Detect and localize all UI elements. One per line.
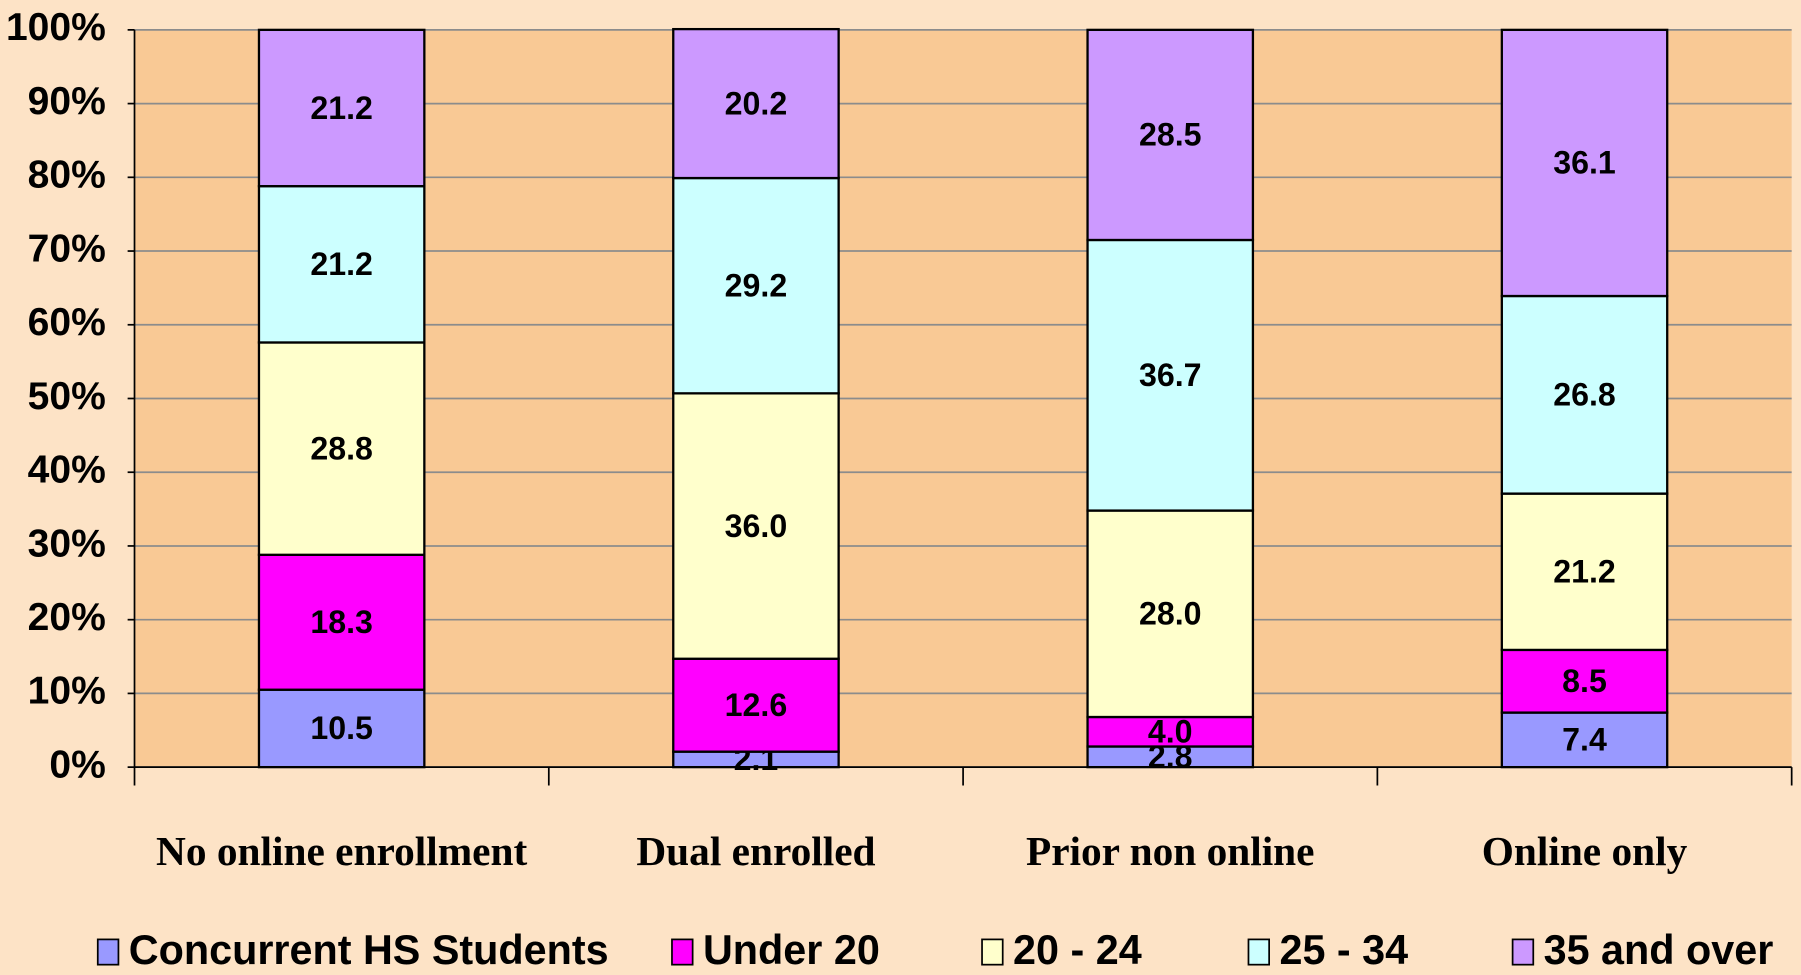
legend-swatch xyxy=(1247,938,1271,966)
bar-segment xyxy=(1086,238,1255,512)
bar-segment xyxy=(672,176,840,395)
data-label: 20.2 xyxy=(725,85,788,121)
data-label: 28.5 xyxy=(1139,117,1202,153)
y-tick-label: 30% xyxy=(28,522,106,565)
y-tick-label: 50% xyxy=(28,375,106,418)
data-label: 4.0 xyxy=(1148,714,1193,750)
bar-segment xyxy=(257,28,426,188)
data-label: 36.0 xyxy=(725,508,788,544)
y-tick-label: 40% xyxy=(28,449,106,492)
x-tick-label: Online only xyxy=(1482,828,1688,874)
bar-segment xyxy=(257,185,426,344)
bar-segment xyxy=(672,657,840,753)
legend-label: Under 20 xyxy=(703,927,880,973)
legend-label: 25 - 34 xyxy=(1279,927,1408,973)
y-tick-label: 70% xyxy=(28,227,106,270)
bar-segment xyxy=(1500,711,1669,769)
data-label: 21.2 xyxy=(310,246,373,282)
y-tick-label: 90% xyxy=(28,80,106,123)
data-label: 28.8 xyxy=(310,430,373,466)
data-label: 10.5 xyxy=(310,710,373,746)
legend-swatch xyxy=(1511,938,1535,966)
data-label: 29.2 xyxy=(725,267,788,303)
data-label: 18.3 xyxy=(310,604,373,640)
bar-segment xyxy=(1500,28,1669,298)
legend-swatch xyxy=(96,938,120,966)
x-tick-label: Prior non online xyxy=(1026,828,1315,874)
bar-segment xyxy=(1086,715,1255,748)
bar-segment xyxy=(1500,492,1669,652)
x-tick-label: No online enrollment xyxy=(156,828,527,874)
data-label: 8.5 xyxy=(1562,663,1607,699)
x-tick-label: Dual enrolled xyxy=(636,828,875,874)
legend-swatch xyxy=(981,938,1004,966)
bar-segment xyxy=(672,392,840,660)
legend-label: 20 - 24 xyxy=(1013,927,1142,973)
data-label: 36.7 xyxy=(1139,357,1202,393)
data-label: 7.4 xyxy=(1562,722,1607,758)
bar-segment xyxy=(1086,28,1255,242)
y-tick-label: 80% xyxy=(28,154,106,197)
data-label: 21.2 xyxy=(310,90,373,126)
y-tick-label: 10% xyxy=(28,670,106,713)
bar-segment xyxy=(1500,294,1669,495)
data-label: 21.2 xyxy=(1553,554,1616,590)
legend-label: 35 and over xyxy=(1544,927,1774,973)
data-label: 26.8 xyxy=(1553,377,1616,413)
bar-segment xyxy=(257,688,426,769)
data-label: 36.1 xyxy=(1553,145,1616,181)
bar-segment xyxy=(1086,509,1255,719)
bar-segment xyxy=(257,553,426,691)
y-tick-label: 60% xyxy=(28,301,106,344)
bar-segment xyxy=(257,341,426,556)
bar-segment xyxy=(672,27,840,180)
legend-label: Concurrent HS Students xyxy=(129,927,609,973)
data-label: 12.6 xyxy=(725,687,788,723)
y-tick-label: 0% xyxy=(49,743,105,786)
y-tick-label: 20% xyxy=(28,596,106,639)
legend-swatch xyxy=(671,938,694,966)
y-tick-label: 100% xyxy=(6,6,106,49)
data-label: 28.0 xyxy=(1139,596,1202,632)
